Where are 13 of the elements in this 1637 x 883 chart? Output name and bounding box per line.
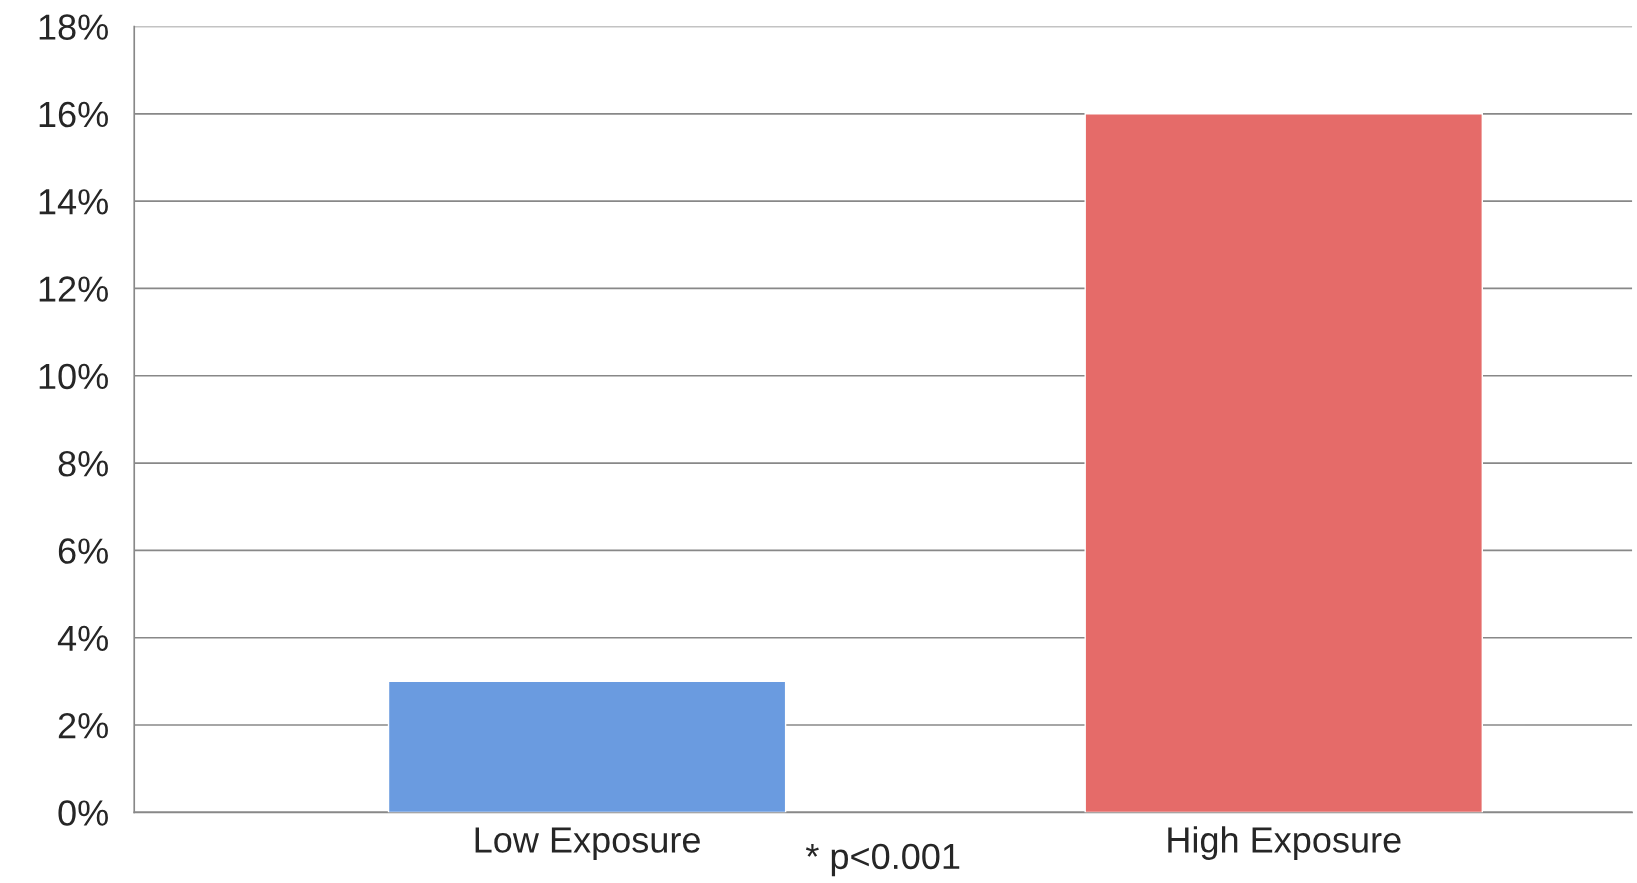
y-tick-label: 0% bbox=[58, 800, 108, 826]
y-tick-label: 14% bbox=[39, 189, 108, 215]
y-tick-label: 10% bbox=[39, 363, 108, 390]
x-tick-label: Low Exposure bbox=[475, 827, 700, 860]
y-tick-label: 12% bbox=[39, 276, 108, 302]
y-tick-label: 2% bbox=[58, 712, 108, 739]
y-tick-label: 8% bbox=[58, 450, 108, 477]
y-tick-label: 4% bbox=[57, 625, 108, 652]
x-tick-label: High Exposure bbox=[1168, 826, 1401, 860]
y-tick-label: 16% bbox=[39, 101, 108, 128]
text: * p<0.001 bbox=[805, 843, 960, 877]
y-tick-label: 6% bbox=[58, 538, 108, 564]
y-tick-label: 18% bbox=[39, 14, 108, 40]
